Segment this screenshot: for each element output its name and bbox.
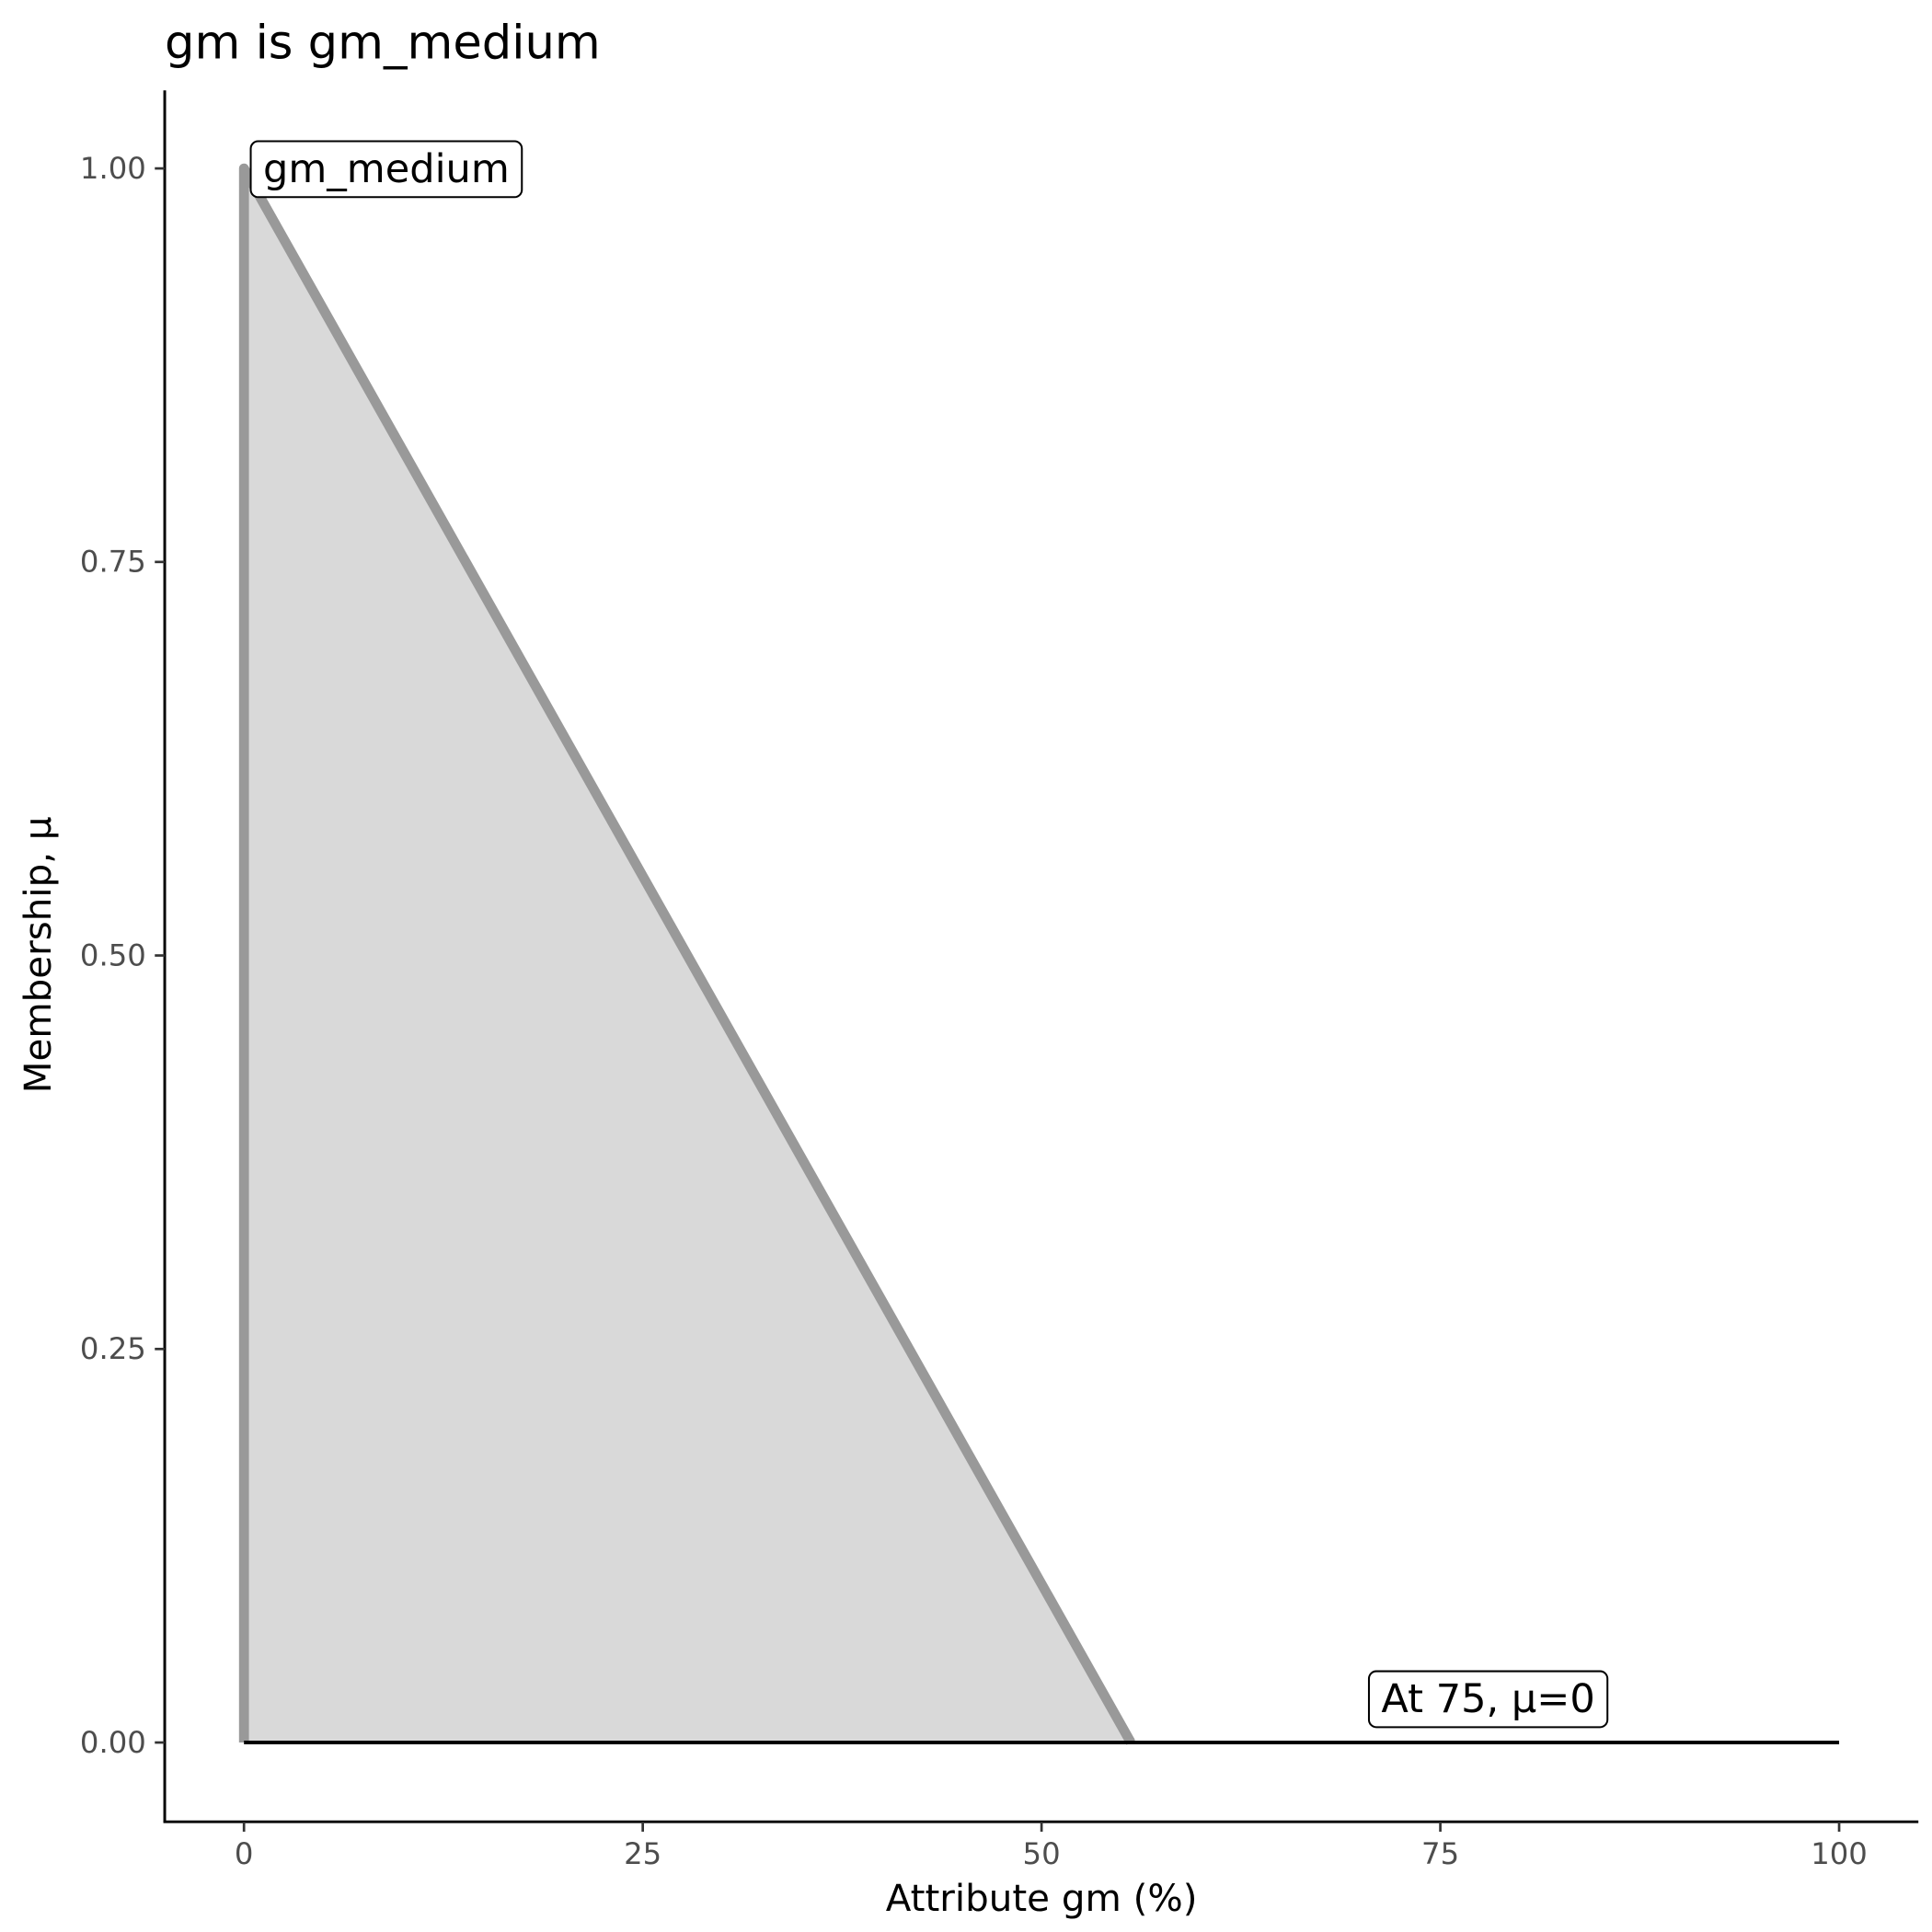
membership-line <box>238 163 1135 1745</box>
chart-title: gm is gm_medium <box>165 16 601 70</box>
x-tick-label: 75 <box>1421 1836 1459 1871</box>
annotation-text: At 75, μ=0 <box>1381 1676 1594 1722</box>
y-axis-title: Membership, μ <box>17 816 60 1093</box>
y-tick-label: 0.00 <box>80 1725 146 1760</box>
x-tick-label: 0 <box>235 1836 254 1871</box>
y-tick-label: 1.00 <box>80 151 146 186</box>
annotation-text: gm_medium <box>263 146 510 192</box>
y-axis-ticks: 0.00 0.25 0.50 0.75 1.00 <box>80 151 166 1760</box>
x-axis-ticks: 0 25 50 75 100 <box>235 1822 1868 1871</box>
x-tick-label: 50 <box>1023 1836 1061 1871</box>
annotation-box <box>249 140 523 199</box>
x-tick-label: 100 <box>1811 1836 1868 1871</box>
y-tick-label: 0.25 <box>80 1331 146 1366</box>
y-tick-label: 0.50 <box>80 937 146 972</box>
annotation-box <box>1367 1670 1609 1729</box>
x-tick-label: 25 <box>624 1836 661 1871</box>
y-tick-label: 0.75 <box>80 545 146 580</box>
plot-area: gm_medium At 75, μ=0 <box>238 140 1840 1745</box>
annotation-label: gm_medium <box>249 140 523 199</box>
x-axis-title: Attribute gm (%) <box>886 1877 1198 1920</box>
annotation-label: At 75, μ=0 <box>1367 1670 1609 1729</box>
